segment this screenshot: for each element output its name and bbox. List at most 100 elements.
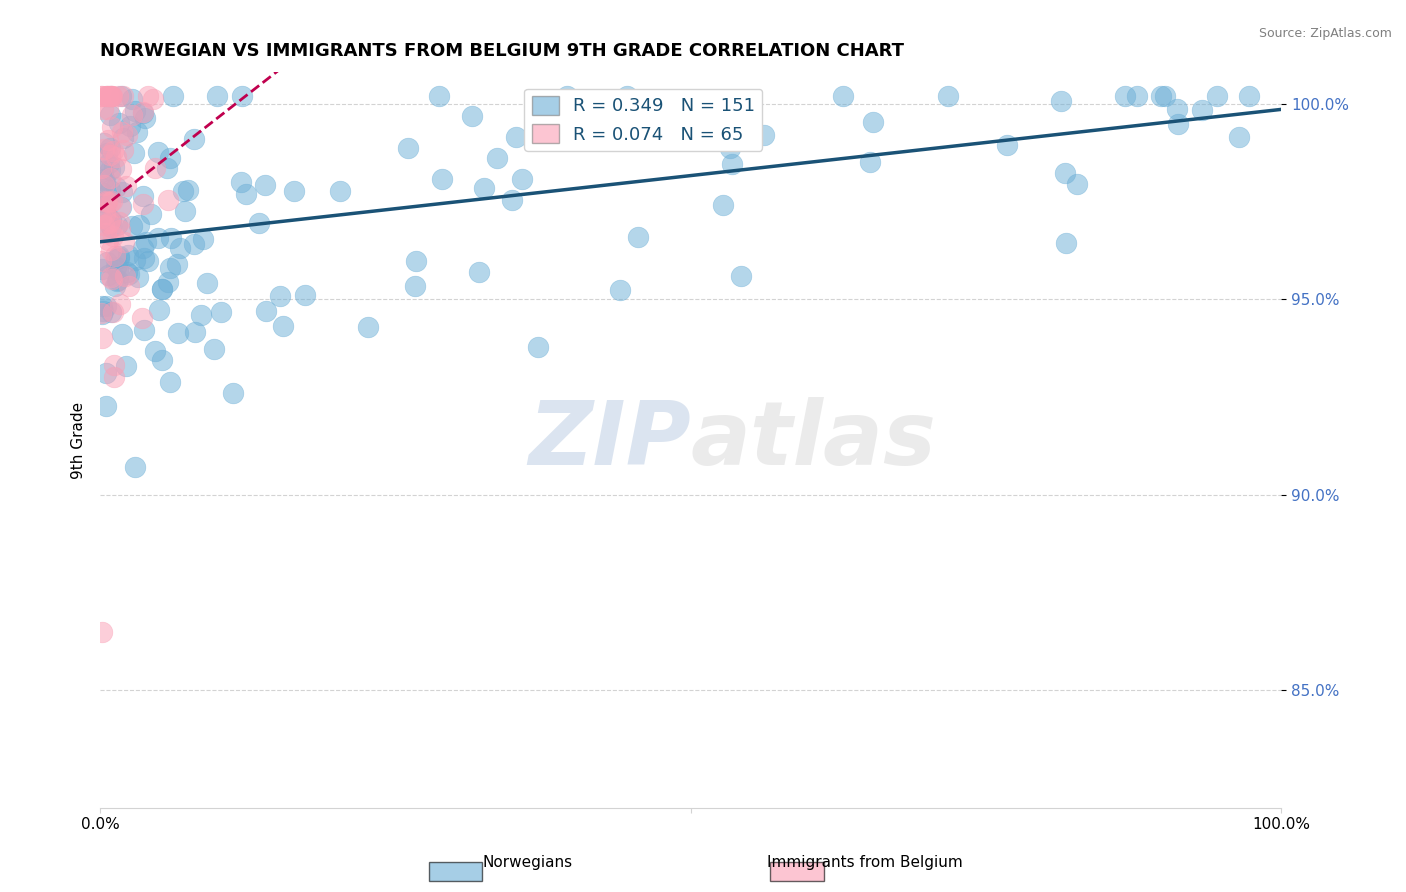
- Point: [97, 233, 120, 247]
- Point: [124, 459, 146, 474]
- Point: [121, 219, 143, 234]
- Point: [134, 112, 156, 126]
- Point: [1191, 103, 1213, 117]
- Point: [143, 161, 166, 175]
- Point: [461, 109, 484, 123]
- Point: [110, 89, 132, 103]
- Point: [1239, 89, 1261, 103]
- Point: [90, 161, 112, 175]
- Point: [183, 236, 205, 251]
- Point: [111, 186, 134, 200]
- Point: [193, 232, 215, 246]
- Point: [730, 269, 752, 284]
- Point: [173, 204, 195, 219]
- Point: [159, 151, 181, 165]
- Point: [1054, 235, 1077, 250]
- Point: [159, 376, 181, 390]
- Point: [118, 279, 141, 293]
- Point: [132, 241, 155, 255]
- Point: [404, 278, 426, 293]
- Point: [96, 89, 118, 103]
- Point: [103, 229, 125, 244]
- Point: [283, 184, 305, 198]
- Point: [111, 89, 134, 103]
- Point: [93, 142, 115, 156]
- Point: [231, 89, 253, 103]
- Point: [110, 297, 132, 311]
- Point: [100, 219, 122, 234]
- Point: [105, 218, 128, 232]
- Point: [108, 215, 131, 229]
- Point: [1050, 95, 1073, 109]
- Point: [156, 161, 179, 175]
- Point: [1206, 89, 1229, 103]
- Point: [91, 163, 114, 178]
- Point: [131, 197, 153, 211]
- Point: [229, 175, 252, 189]
- Point: [107, 272, 129, 286]
- Point: [93, 178, 115, 193]
- Point: [98, 89, 121, 103]
- Point: [91, 624, 114, 639]
- Point: [101, 194, 124, 209]
- Point: [100, 212, 122, 227]
- Point: [150, 282, 173, 296]
- Point: [501, 193, 523, 207]
- Point: [832, 89, 855, 103]
- Point: [97, 133, 120, 147]
- Point: [110, 162, 132, 177]
- Point: [100, 120, 122, 134]
- Point: [711, 198, 734, 212]
- Point: [94, 399, 117, 413]
- Point: [146, 145, 169, 160]
- Point: [859, 154, 882, 169]
- Point: [430, 172, 453, 186]
- Point: [136, 89, 159, 103]
- Point: [98, 195, 121, 210]
- Point: [247, 216, 270, 230]
- Point: [127, 125, 149, 139]
- Point: [1166, 103, 1188, 117]
- Point: [1149, 89, 1171, 103]
- Point: [468, 265, 491, 279]
- Point: [97, 102, 120, 116]
- Point: [148, 231, 170, 245]
- Point: [94, 89, 117, 103]
- Point: [555, 89, 578, 103]
- Point: [396, 141, 419, 155]
- Point: [718, 141, 741, 155]
- Point: [104, 249, 127, 263]
- Point: [94, 366, 117, 380]
- Point: [104, 279, 127, 293]
- Point: [101, 89, 124, 103]
- Point: [115, 179, 138, 194]
- Point: [132, 189, 155, 203]
- Point: [100, 89, 122, 103]
- Point: [91, 199, 114, 213]
- Point: [90, 330, 112, 344]
- Point: [527, 340, 550, 354]
- Point: [122, 145, 145, 160]
- Point: [167, 326, 190, 340]
- Point: [202, 342, 225, 356]
- Point: [98, 170, 121, 185]
- Point: [1066, 178, 1088, 192]
- Point: [103, 358, 125, 372]
- Point: [93, 172, 115, 186]
- Point: [118, 267, 141, 281]
- Point: [254, 304, 277, 318]
- Point: [103, 305, 125, 319]
- Point: [91, 102, 114, 116]
- Point: [93, 223, 115, 237]
- Point: [184, 326, 207, 340]
- Point: [97, 268, 120, 283]
- Point: [120, 120, 142, 134]
- Point: [115, 359, 138, 373]
- Point: [115, 265, 138, 279]
- Point: [131, 105, 153, 120]
- Point: [90, 185, 112, 199]
- Point: [159, 261, 181, 276]
- Point: [159, 231, 181, 245]
- Point: [142, 92, 165, 106]
- Point: [94, 194, 117, 208]
